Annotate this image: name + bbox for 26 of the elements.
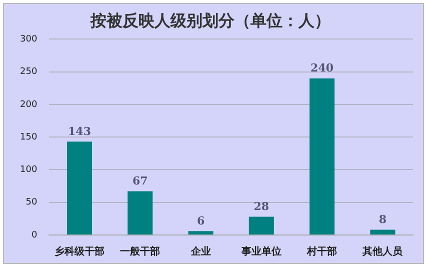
y-tick-label: 50 bbox=[26, 198, 38, 208]
bar bbox=[128, 191, 153, 234]
data-label: 240 bbox=[310, 62, 334, 75]
y-tick-label: 250 bbox=[20, 67, 38, 78]
x-tick-label: 乡科级干部 bbox=[54, 246, 104, 258]
y-tick-label: 0 bbox=[31, 230, 38, 240]
y-tick-label: 300 bbox=[20, 34, 38, 45]
x-tick-label: 事业单位 bbox=[240, 246, 282, 258]
y-tick-label: 150 bbox=[20, 132, 38, 142]
y-tick-label: 100 bbox=[20, 165, 38, 176]
x-tick-label: 其他人员 bbox=[362, 246, 404, 258]
data-label: 67 bbox=[132, 174, 148, 188]
bar bbox=[370, 230, 396, 234]
data-label: 6 bbox=[196, 214, 205, 228]
x-tick-label: 一般干部 bbox=[120, 246, 160, 258]
bar bbox=[310, 78, 335, 234]
data-label: 28 bbox=[254, 200, 270, 214]
chart-title: 按被反映人级别划分（单位：人） bbox=[90, 10, 330, 30]
data-label: 143 bbox=[68, 125, 91, 138]
x-tick-label: 村干部 bbox=[306, 246, 338, 258]
data-label: 8 bbox=[378, 213, 387, 226]
bar bbox=[248, 216, 274, 234]
y-tick-label: 200 bbox=[20, 100, 38, 110]
x-tick-label: 企业 bbox=[190, 246, 211, 258]
bar bbox=[66, 142, 92, 234]
bar bbox=[188, 231, 214, 234]
